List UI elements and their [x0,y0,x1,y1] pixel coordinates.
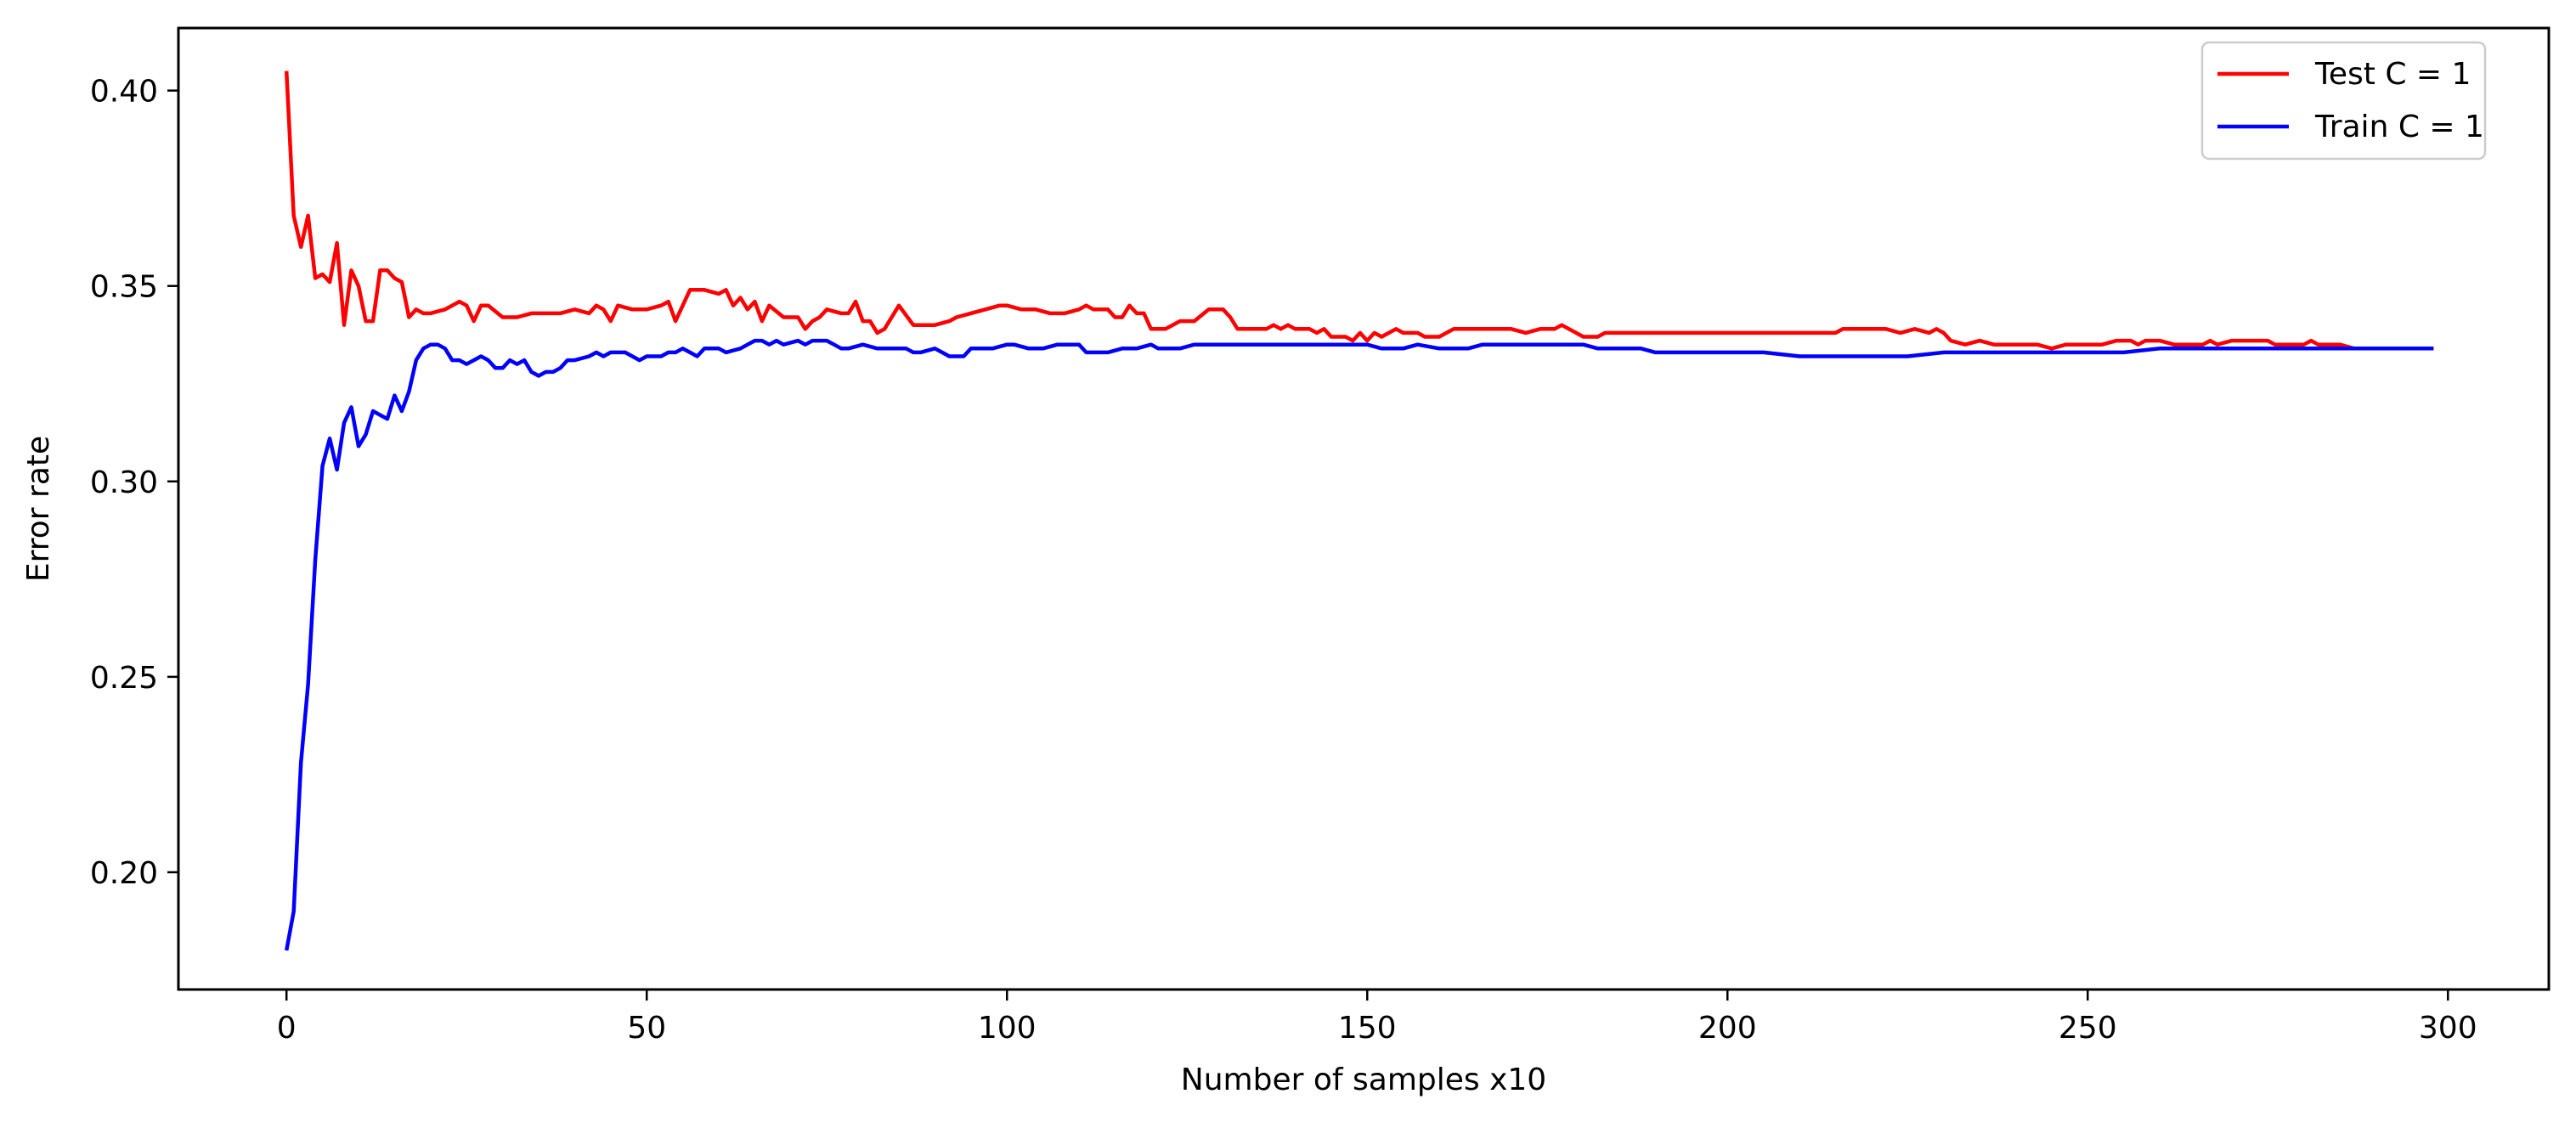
series-line-train [284,338,2434,951]
y-axis-title: Error rate [21,436,56,582]
legend-label: Train C = 1 [2314,110,2484,144]
x-axis: 0 50 100 150 200 250 300 [277,990,2477,1046]
x-tick-label: 100 [978,1011,1037,1046]
series-line-test [284,70,2434,351]
y-tick-label: 0.20 [90,856,158,891]
legend-label: Test C = 1 [2314,57,2471,92]
y-tick-label: 0.30 [90,465,158,500]
x-axis-title: Number of samples x10 [1181,1063,1546,1097]
x-tick-label: 200 [1698,1011,1757,1046]
y-axis: 0.20 0.25 0.30 0.35 0.40 [90,75,178,891]
x-tick-label: 0 [277,1011,297,1046]
x-tick-label: 300 [2419,1011,2477,1046]
y-tick-label: 0.40 [90,75,158,110]
x-tick-label: 250 [2059,1011,2117,1046]
plot-area [284,70,2434,951]
y-tick-label: 0.25 [90,661,158,696]
x-tick-label: 150 [1338,1011,1397,1046]
axes-frame [177,26,2551,991]
legend-box [2200,41,2487,161]
y-tick-label: 0.35 [90,270,158,305]
x-tick-label: 50 [627,1011,666,1046]
legend: Test C = 1 Train C = 1 [2200,41,2487,161]
